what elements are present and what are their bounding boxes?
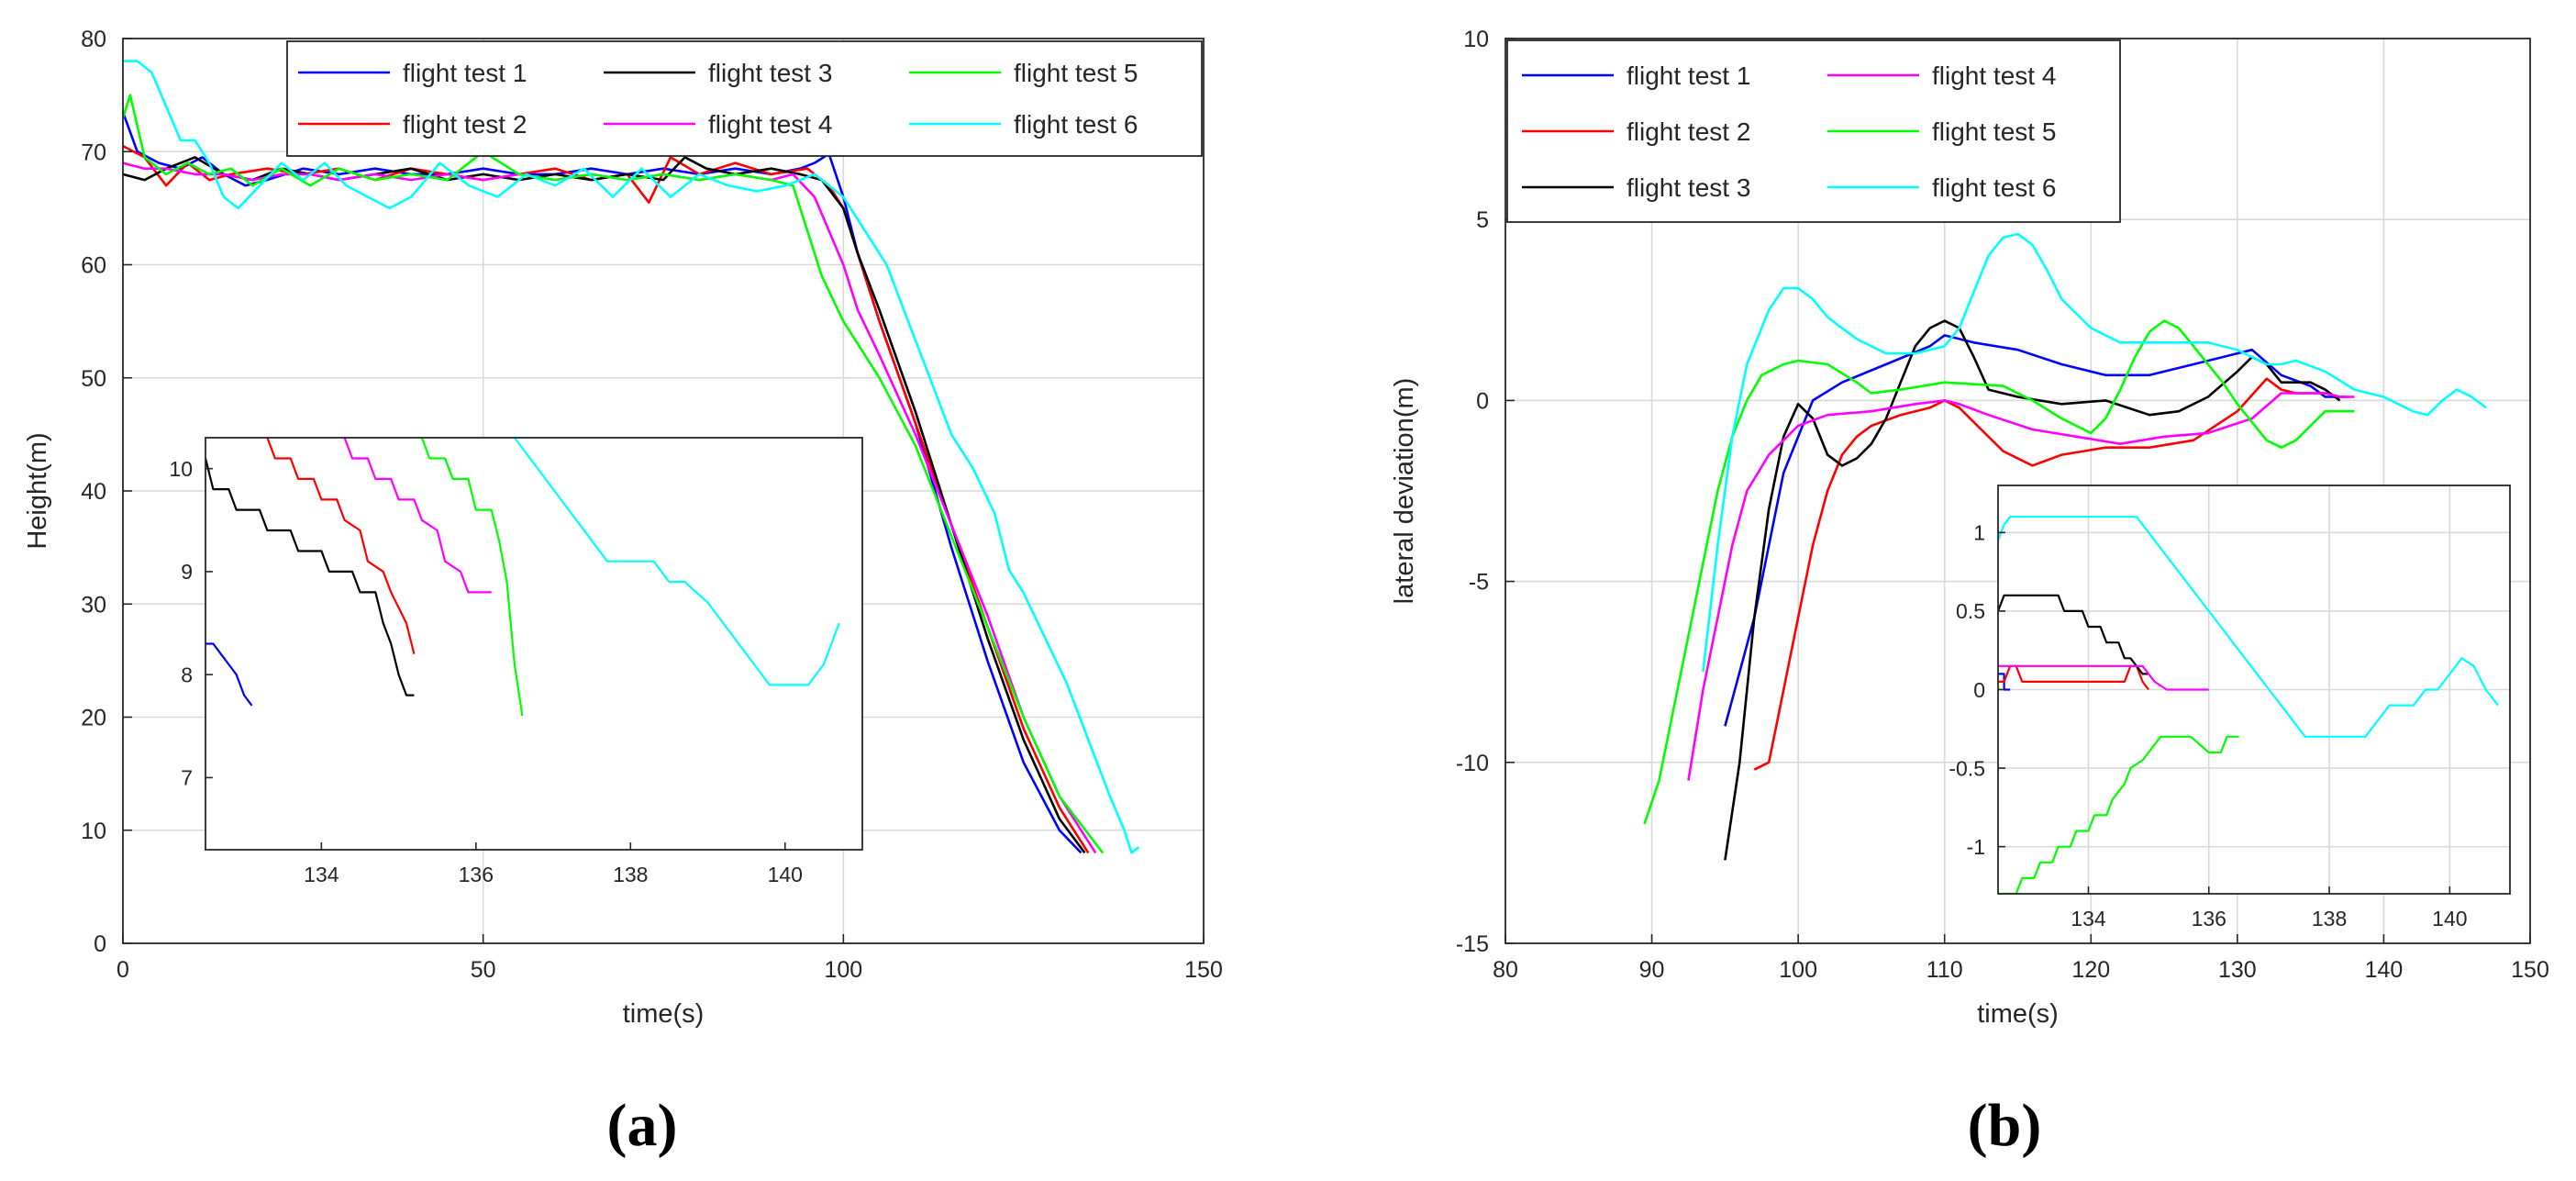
chart-a-series-line-flight-test-5 [123,94,1105,854]
chart-b-x-tick-label-100: 100 [1779,957,1817,983]
chart-a-y-tick-label-40: 40 [81,479,106,505]
chart-b-series-line-flight-test-4 [1687,392,2355,781]
chart-b-inset-series-group [1998,516,2499,894]
chart-a-inset-series-line-flight-test-5 [420,438,524,717]
chart-b-series-line-flight-test-1 [1724,334,2348,727]
chart-a-y-tick-label-50: 50 [81,366,106,392]
chart-b-legend-label-flight-test-5: flight test 5 [1932,117,2056,146]
chart-a-series-line-flight-test-3 [123,156,1086,854]
chart-panel-a: 0 50 100 150 0 10 20 30 40 50 60 70 80 time(s) Height(… [23,27,1223,1029]
figure-label-a: (a) [607,1092,678,1159]
chart-a-inset-y-tick-label-7: 7 [181,766,193,790]
chart-a-series-group [123,60,1140,854]
chart-a-x-axis-label: time(s) [623,999,705,1029]
chart-b-inset-series-line-flight-test-4 [1998,664,2209,691]
chart-a-inset-series-group [205,438,840,717]
chart-b-y-tick-label-5: -5 [1469,570,1489,596]
chart-b-inset-x-tick-label-134: 134 [2071,907,2106,930]
chart-a-inset-y-tick-label-10: 10 [169,457,193,481]
chart-b-legend-label-flight-test-6: flight test 6 [1932,173,2056,202]
chart-a-inset-series-line-flight-test-2 [266,438,416,654]
chart-a-inset-series-line-flight-test-4 [343,438,492,594]
chart-b-inset-series-line-flight-test-2 [1998,664,2149,691]
chart-a-legend: flight test 1 flight test 3 flight test 5 f… [286,40,1203,157]
chart-a-legend-label-flight-test-6: flight test 6 [1014,110,1138,139]
chart-b-legend-label-flight-test-3: flight test 3 [1627,173,1750,202]
chart-b-y-axis-label: lateral deviation(m) [1390,378,1419,605]
chart-b-x-tick-label-130: 130 [2218,957,2257,983]
chart-b-x-tick-label-110: 110 [1926,957,1963,983]
chart-a-inset-x-tick-label-136: 136 [459,863,494,886]
chart-b-inset-series-line-flight-test-6 [1998,516,2499,738]
chart-a-x-tick-label-100: 100 [824,957,862,983]
chart-panel-b: 80 90 100 110 120 130 140 150-15-10-50510time(s… [1390,27,2549,1029]
chart-a-inset-x-tick-label-138: 138 [613,863,648,886]
figure-label-b: (b) [1968,1092,2042,1159]
chart-b-x-axis-label: time(s) [1977,999,2059,1029]
chart-a-legend-box [286,40,1203,157]
chart-a-inset-plot-area [205,438,862,850]
chart-a-y-tick-label-20: 20 [81,706,106,731]
chart-b-series-line-flight-test-6 [1702,232,2487,673]
chart-a-x-tick-label-0: 0 [117,957,129,983]
chart-b-inset-y-tick-label-0-5: -0.5 [1949,756,1985,780]
chart-a-x-tick-label-150: 150 [1184,957,1223,983]
chart-a-inset: 134 136 138 140 7 8 9 10 [169,437,863,886]
chart-a-legend-label-flight-test-1: flight test 1 [403,59,527,87]
chart-a-y-tick-label-80: 80 [81,27,106,52]
chart-a-legend-label-flight-test-5: flight test 5 [1014,59,1138,87]
chart-b-inset-series-line-flight-test-3 [1998,594,2149,675]
chart-b-legend-label-flight-test-2: flight test 2 [1627,117,1750,146]
chart-b-series-line-flight-test-5 [1643,319,2355,825]
chart-b-y-tick-label-10: 10 [1463,27,1489,52]
chart-a-y-tick-label-0: 0 [94,931,106,957]
chart-a-series-line-flight-test-6 [123,60,1140,854]
chart-a-inset-series-line-flight-test-1 [205,642,253,707]
chart-b-x-tick-label-150: 150 [2511,957,2549,983]
chart-b-axes-frame [1505,38,2531,944]
chart-a-inset-axes-frame [205,437,863,851]
chart-b-x-tick-label-80: 80 [1493,957,1518,983]
chart-a-legend-label-flight-test-4: flight test 4 [708,110,832,139]
chart-b-inset-x-tick-label-138: 138 [2312,907,2347,930]
chart-a-inset-y-tick-label-9: 9 [181,560,193,584]
chart-b-inset-x-tick-label-140: 140 [2432,907,2467,930]
chart-a-y-tick-label-30: 30 [81,592,106,618]
chart-a-inset-x-tick-label-140: 140 [768,863,803,886]
chart-b-legend: flight test 1 flight test 4 flight test 2 f… [1506,39,2121,223]
chart-a-inset-series-line-flight-test-6 [514,438,840,686]
chart-b-series-line-flight-test-2 [1753,377,2340,771]
chart-b-legend-label-flight-test-4: flight test 4 [1932,61,2056,90]
chart-a-inset-y-tick-label-8: 8 [181,663,193,686]
chart-a-x-tick-label-50: 50 [471,957,496,983]
chart-a-legend-label-flight-test-3: flight test 3 [708,59,832,87]
chart-b-x-tick-label-140: 140 [2365,957,2404,983]
chart-a-inset-series-line-flight-test-3 [205,458,415,696]
chart-b-inset-y-tick-label-0-5: 0.5 [1956,599,1985,623]
chart-a-y-tick-label-70: 70 [81,139,106,165]
chart-b-y-tick-label-5: 5 [1476,207,1489,233]
chart-b-inset: 134 136 138 140 -1 -0.5 0 0.5 1 [1949,485,2511,930]
chart-a-y-tick-label-10: 10 [81,819,106,844]
chart-b-inset-y-tick-label-1: 1 [1973,521,1985,545]
chart-a-inset-x-tick-label-134: 134 [304,863,339,886]
chart-b-inset-x-tick-label-136: 136 [2192,907,2226,930]
chart-a-y-tick-label-60: 60 [81,253,106,279]
chart-b-inset-y-tick-label-0: 0 [1973,678,1985,702]
chart-b-legend-label-flight-test-1: flight test 1 [1627,61,1750,90]
chart-a-y-axis-label: Height(m) [23,432,52,549]
chart-b-x-tick-label-90: 90 [1639,957,1665,983]
chart-b-y-tick-label-0: 0 [1476,388,1489,414]
chart-a-legend-label-flight-test-2: flight test 2 [403,110,527,139]
chart-b-inset-y-tick-label-1: -1 [1967,835,1985,859]
chart-b-y-tick-label-10: -10 [1456,751,1489,776]
chart-b-series-group [1643,232,2487,861]
chart-b-y-tick-label-15: -15 [1456,931,1489,957]
chart-b-x-tick-label-120: 120 [2071,957,2110,983]
chart-b-inset-series-line-flight-test-5 [1998,735,2239,894]
